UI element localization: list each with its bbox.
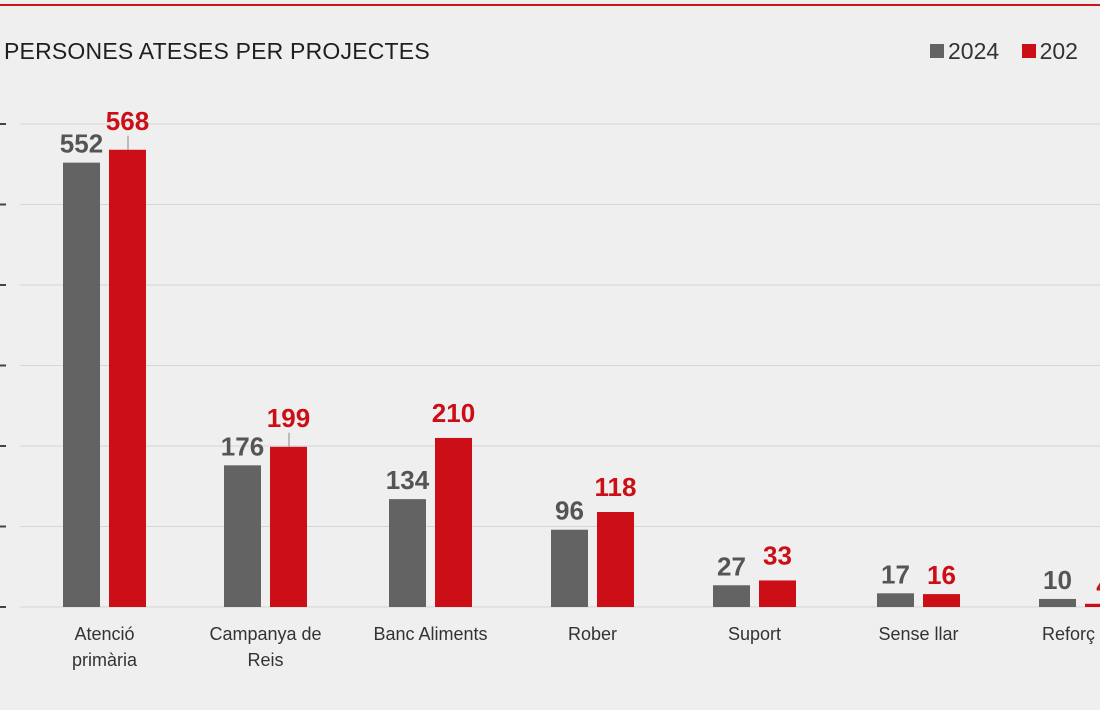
category-label-4: Suport <box>728 624 781 644</box>
category-label-1: Reis <box>247 650 283 670</box>
data-label-2024-0: 552 <box>60 129 103 159</box>
category-label-1: Campanya de <box>209 624 321 644</box>
bar-2024-0 <box>63 162 100 607</box>
data-label-2024-3: 96 <box>555 496 584 526</box>
legend-label-2024: 2024 <box>948 38 1000 64</box>
data-label-2025-1: 199 <box>267 403 310 433</box>
bar-2025-4 <box>759 580 796 607</box>
data-label-2025-3: 118 <box>595 472 637 502</box>
top-accent-line <box>0 4 1100 6</box>
bar-2024-5 <box>877 593 914 607</box>
bar-2025-3 <box>597 512 634 607</box>
bar-2025-6 <box>1085 603 1100 607</box>
category-label-3: Rober <box>568 624 617 644</box>
data-label-2025-6: 4 <box>1096 570 1100 600</box>
bar-2025-2 <box>435 437 472 607</box>
legend-swatch-2025 <box>1021 44 1036 58</box>
category-label-0: Atenció <box>74 624 134 644</box>
data-label-2024-6: 10 <box>1043 565 1072 595</box>
legend-item-2025: 202 <box>1021 38 1078 65</box>
legend: 2024 202 <box>930 38 1094 66</box>
bar-2024-6 <box>1039 598 1076 607</box>
bar-2025-1 <box>270 446 307 607</box>
data-label-2025-5: 16 <box>927 560 956 590</box>
bar-2024-4 <box>713 585 750 607</box>
data-label-2024-5: 17 <box>881 559 910 589</box>
data-label-2024-4: 27 <box>717 551 746 581</box>
data-label-2024-2: 134 <box>386 465 430 495</box>
data-label-2025-0: 568 <box>106 106 149 136</box>
category-label-5: Sense llar <box>878 624 958 644</box>
bar-2025-5 <box>923 594 960 607</box>
data-label-2025-4: 33 <box>763 540 792 570</box>
data-label-2024-1: 176 <box>221 431 264 461</box>
legend-swatch-2024 <box>930 44 944 58</box>
bar-2024-1 <box>224 465 261 607</box>
data-label-2025-2: 210 <box>432 398 475 428</box>
chart-title: PERSONES ATESES PER PROJECTES <box>4 38 430 64</box>
category-label-2: Banc Aliments <box>373 624 487 644</box>
bar-2025-0 <box>109 149 146 607</box>
category-label-6: Reforç es <box>1042 624 1100 644</box>
bar-2024-3 <box>551 529 588 607</box>
legend-item-2024: 2024 <box>930 38 999 65</box>
bar-2024-2 <box>389 499 426 607</box>
legend-label-2025: 202 <box>1039 38 1078 64</box>
category-label-0: primària <box>72 650 138 670</box>
